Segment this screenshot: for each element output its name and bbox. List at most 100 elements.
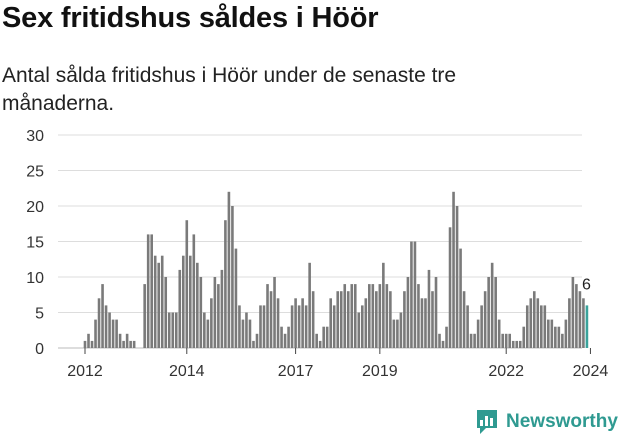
bar	[192, 234, 196, 348]
bar	[452, 191, 455, 348]
bar	[203, 312, 206, 348]
chart-subtitle: Antal sålda fritidshus i Höör under de s…	[2, 64, 457, 115]
bar	[455, 206, 459, 348]
bar	[301, 298, 304, 348]
y-tick-label: 15	[26, 235, 44, 252]
bar	[206, 319, 210, 348]
bar	[322, 326, 325, 348]
bar	[501, 333, 504, 348]
bar	[487, 277, 490, 348]
bar	[515, 340, 519, 348]
bar	[578, 291, 582, 348]
bar	[87, 333, 90, 348]
y-tick-label: 10	[26, 270, 44, 287]
bar	[104, 305, 108, 348]
bar	[220, 269, 224, 348]
bar	[532, 291, 536, 348]
bar	[276, 298, 280, 348]
x-tick-label: 2019	[362, 363, 398, 380]
bar	[178, 269, 182, 348]
bar	[410, 241, 413, 348]
bar	[357, 312, 361, 348]
bar	[90, 340, 94, 348]
bar	[248, 319, 252, 348]
bar	[339, 291, 343, 348]
bar	[469, 333, 473, 348]
newsworthy-logo: Newsworthy	[475, 408, 618, 436]
bar	[343, 284, 347, 348]
bar	[217, 284, 220, 348]
bar	[522, 326, 526, 348]
bar	[511, 340, 515, 348]
bar	[494, 277, 497, 348]
bar	[157, 262, 161, 348]
bar	[371, 284, 375, 348]
bar	[213, 277, 217, 348]
brand-name: Newsworthy	[506, 411, 618, 432]
bar	[332, 305, 336, 348]
bar	[575, 284, 578, 348]
bar	[101, 284, 104, 348]
bar	[350, 284, 354, 348]
bar	[269, 291, 273, 348]
bar	[294, 298, 297, 348]
bar	[132, 340, 136, 348]
bar	[389, 291, 392, 348]
bar	[360, 305, 364, 348]
x-tick-label: 2022	[488, 363, 524, 380]
y-axis-ticks: 0 5 10 15 20 25 30	[26, 128, 44, 358]
bar	[185, 220, 189, 348]
bar	[315, 333, 318, 348]
bar	[94, 319, 97, 348]
bar	[561, 333, 564, 348]
bar	[508, 333, 512, 348]
bar	[196, 262, 199, 348]
bar	[375, 291, 378, 348]
bar	[448, 227, 452, 348]
bar	[476, 319, 480, 348]
chart-title: Sex fritidshus såldes i Höör	[2, 2, 379, 34]
bar	[171, 312, 175, 348]
bar	[164, 277, 168, 348]
bar	[571, 277, 575, 348]
y-tick-label: 5	[35, 306, 44, 323]
bar	[353, 284, 357, 348]
bar	[413, 241, 417, 348]
bar	[547, 319, 550, 348]
bar	[540, 305, 543, 348]
bar	[167, 312, 171, 348]
bar	[287, 326, 290, 348]
bar	[543, 305, 547, 348]
bar	[438, 333, 441, 348]
bar	[445, 326, 448, 348]
bar	[255, 333, 259, 348]
bar	[459, 248, 462, 348]
gridlines	[58, 134, 582, 349]
bar	[504, 333, 508, 348]
x-tick-label: 2012	[67, 363, 103, 380]
bar	[399, 312, 403, 348]
bar	[483, 291, 487, 348]
newsworthy-icon	[477, 410, 497, 434]
bar	[525, 305, 529, 348]
bar	[406, 277, 410, 348]
x-tick-label: 2024	[573, 363, 609, 380]
bar	[238, 305, 241, 348]
bar	[420, 298, 424, 348]
bar	[125, 333, 129, 348]
bar	[259, 305, 262, 348]
bar	[582, 298, 585, 348]
bar	[83, 340, 87, 348]
bar	[364, 298, 368, 348]
bar	[129, 340, 132, 348]
bar	[554, 326, 557, 348]
bar	[108, 312, 111, 348]
bar	[462, 291, 466, 348]
bar	[227, 191, 231, 348]
bar	[311, 291, 315, 348]
bar	[150, 234, 153, 348]
bar	[497, 319, 501, 348]
bar	[473, 333, 476, 348]
x-axis-ticks: 2012 2014 2017 2019 2022 2024	[67, 348, 608, 380]
